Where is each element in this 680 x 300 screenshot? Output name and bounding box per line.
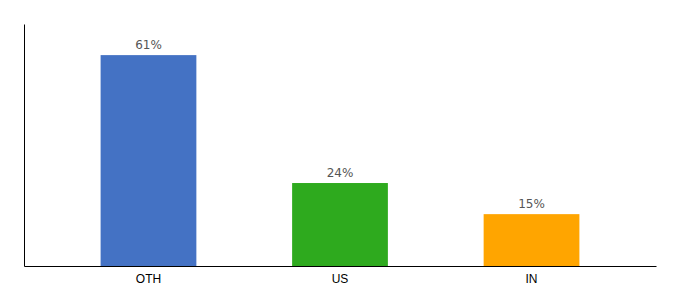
- chart: OTH US IN 61% 24% 15%: [0, 0, 680, 300]
- x-tick: IN: [526, 266, 538, 286]
- data-labels: 61% 24% 15%: [135, 38, 545, 211]
- y-axis: [24, 25, 25, 267]
- x-tick-label: OTH: [136, 272, 161, 286]
- data-label: 15%: [518, 197, 545, 211]
- x-axis: OTH US IN: [25, 266, 657, 286]
- bar: [292, 183, 388, 266]
- data-label: 61%: [135, 38, 162, 52]
- data-label: 24%: [327, 166, 354, 180]
- bar: [101, 55, 197, 266]
- x-tick: US: [332, 266, 349, 286]
- x-tick: OTH: [136, 266, 161, 286]
- x-tick-label: US: [332, 272, 349, 286]
- x-axis-line: [25, 266, 657, 267]
- x-tick-label: IN: [526, 272, 538, 286]
- bar: [484, 214, 580, 266]
- y-axis-line: [24, 25, 25, 267]
- plot-area: OTH US IN 61% 24% 15%: [25, 25, 657, 286]
- bars: [101, 55, 580, 266]
